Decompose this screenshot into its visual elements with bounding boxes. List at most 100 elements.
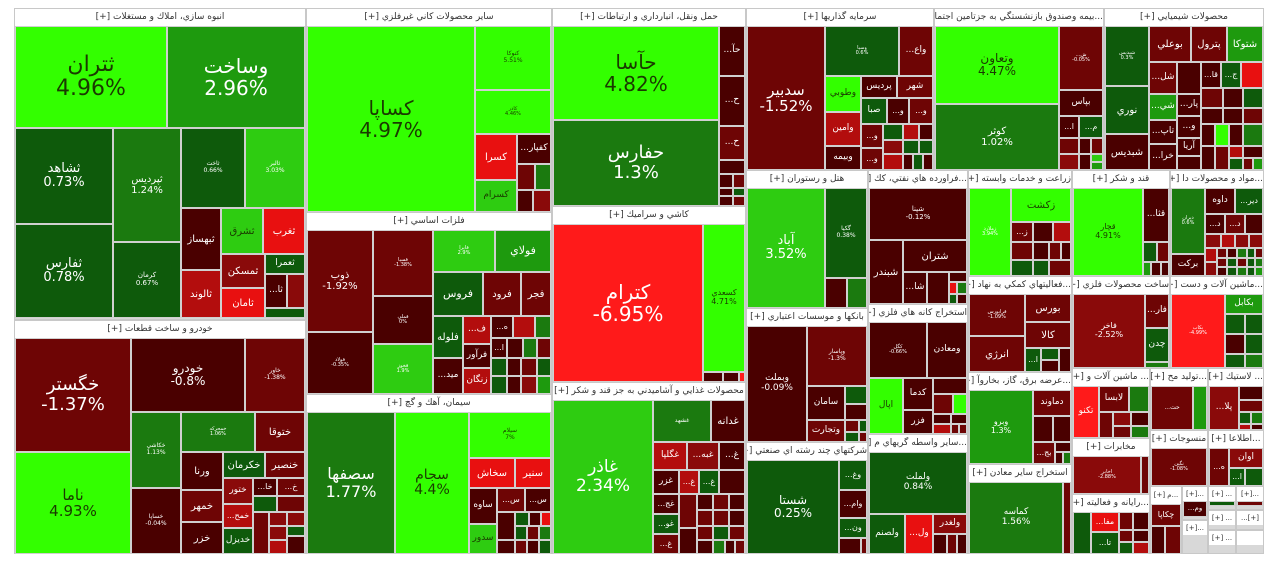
stock-tile[interactable]: قچار 4.91% [1073,188,1143,276]
stock-tile[interactable]: ...و [1177,116,1201,138]
stock-tile[interactable]: ...حت [1151,386,1193,430]
stock-tile[interactable] [957,294,967,304]
stock-tile[interactable]: شستا 0.25% [747,460,839,554]
stock-tile[interactable] [703,372,723,382]
stock-tile[interactable] [719,470,745,494]
stock-tile[interactable] [719,196,733,206]
stock-tile[interactable] [725,540,735,554]
stock-tile[interactable]: ...د [1205,214,1225,234]
stock-tile[interactable] [1055,442,1071,452]
stock-tile[interactable]: ساوه [469,488,497,524]
stock-tile[interactable] [1049,260,1071,276]
stock-tile[interactable] [1245,334,1263,354]
stock-tile[interactable] [1091,162,1103,170]
stock-tile[interactable]: خديزل [223,528,253,554]
stock-tile[interactable]: ...خمح [223,504,253,528]
stock-tile[interactable]: ثپرديس 1.24% [113,128,181,242]
stock-tile[interactable]: ...ون [839,518,867,538]
stock-tile[interactable] [947,534,957,554]
stock-tile[interactable] [733,188,745,196]
stock-tile[interactable]: ...ثا [265,274,287,308]
stock-tile[interactable] [1245,214,1263,234]
stock-tile[interactable]: خزر [181,522,223,554]
stock-tile[interactable]: ...ا [1059,116,1079,138]
sector-header[interactable]: زراعت و خدمات وابسته [+] [969,171,1071,188]
stock-tile[interactable] [1239,400,1263,412]
stock-tile[interactable]: وسپا 0.6% [825,26,899,76]
stock-tile[interactable]: تكنو [1073,386,1099,438]
stock-tile[interactable]: ...وم [1183,501,1207,517]
stock-tile[interactable]: ...ا [1025,348,1041,372]
stock-tile[interactable] [1041,348,1059,360]
stock-tile[interactable] [1227,258,1237,267]
sector-header[interactable]: ...توليد مح [+] [1151,369,1207,386]
stock-tile[interactable] [1161,262,1169,276]
stock-tile[interactable] [1255,267,1263,276]
stock-tile[interactable] [679,494,697,528]
sector-header[interactable]: ...ماشين آلات و دست [+] [1171,277,1263,294]
stock-tile[interactable]: ...دير [1235,188,1263,214]
stock-tile[interactable] [861,538,867,554]
stock-tile[interactable] [1225,314,1245,334]
stock-tile[interactable]: سامان [807,386,845,420]
stock-tile[interactable] [933,378,967,394]
stock-tile[interactable] [1113,426,1131,438]
stock-tile[interactable] [515,526,527,540]
stock-tile[interactable] [719,174,733,188]
stock-tile[interactable]: ...شل [1149,62,1177,94]
stock-tile[interactable]: غگلپا [653,442,687,470]
stock-tile[interactable]: كترام -6.95% [553,224,703,382]
stock-tile[interactable]: وتجارت [807,420,845,442]
stock-tile[interactable]: ...خرا [1149,144,1177,170]
stock-tile[interactable]: ...ش -0.05% [1059,26,1103,90]
stock-tile[interactable] [1133,542,1149,554]
sector-header[interactable]: استخراج كانه هاي فلزي [+] [869,305,967,322]
stock-tile[interactable]: كسرام [475,180,517,212]
stock-tile[interactable] [719,160,745,174]
stock-tile[interactable]: زملارد 3.94% [969,188,1011,276]
stock-tile[interactable]: ...و [861,148,883,170]
stock-tile[interactable]: ...و [909,98,933,124]
stock-tile[interactable]: كرمان 0.67% [113,242,181,318]
stock-tile[interactable] [1205,248,1217,262]
stock-tile[interactable] [739,372,745,382]
stock-tile[interactable] [845,420,859,432]
stock-tile[interactable]: ...ا [491,338,507,358]
stock-tile[interactable] [1243,88,1263,108]
stock-tile[interactable] [1239,424,1251,430]
stock-tile[interactable]: ...تا [1091,532,1119,554]
stock-tile[interactable] [269,512,287,526]
stock-tile[interactable]: زنگان [463,368,491,394]
stock-tile[interactable]: كالا [1025,322,1071,348]
stock-tile[interactable]: كوثر 1.02% [935,104,1059,170]
stock-tile[interactable]: خاور -1.38% [245,338,305,412]
stock-tile[interactable] [507,338,523,358]
stock-tile[interactable] [537,338,551,358]
stock-tile[interactable] [1251,424,1263,430]
stock-tile[interactable]: غزر [653,470,679,494]
stock-tile[interactable] [1063,482,1071,554]
stock-tile[interactable]: ...شي [1149,94,1177,120]
stock-tile[interactable]: ...غو [653,514,679,534]
stock-tile[interactable] [1131,412,1149,426]
stock-tile[interactable] [1079,138,1091,154]
stock-tile[interactable] [847,278,867,308]
stock-tile[interactable] [1177,62,1201,94]
sector-header[interactable]: ...[+] [1237,487,1263,501]
stock-tile[interactable]: اخابر -2.88% [1073,456,1141,494]
stock-tile[interactable] [1143,242,1157,262]
stock-tile[interactable] [1143,262,1151,276]
sector-header[interactable]: استخراج ساير معادن [+] [969,465,1071,482]
stock-tile[interactable]: فلوله [433,316,463,358]
stock-tile[interactable] [933,424,951,434]
stock-tile[interactable]: ...پار [1177,94,1201,116]
stock-tile[interactable] [719,188,733,196]
stock-tile[interactable] [1201,146,1215,170]
stock-tile[interactable]: كسرا [475,134,517,180]
stock-tile[interactable]: كماسه 1.56% [969,482,1063,554]
stock-tile[interactable]: وساخت 2.96% [167,26,305,128]
stock-tile[interactable] [933,414,951,424]
stock-tile[interactable] [1165,526,1181,554]
stock-tile[interactable] [713,510,729,526]
stock-tile[interactable]: لابسا [1099,386,1129,412]
